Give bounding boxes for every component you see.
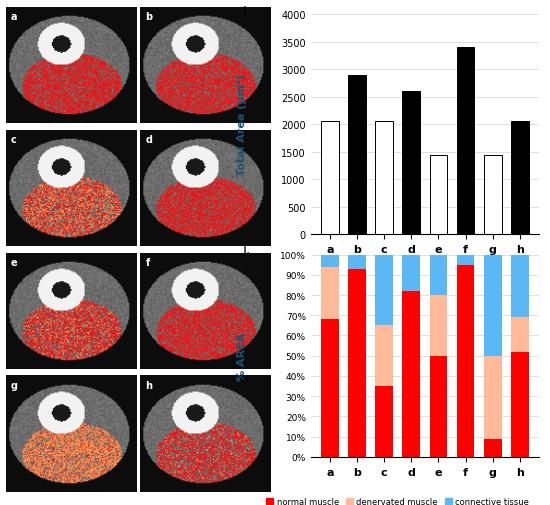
Text: b: b <box>146 12 152 22</box>
Bar <box>456 255 475 265</box>
Bar <box>403 92 420 235</box>
Bar <box>321 320 339 457</box>
Bar <box>348 76 366 235</box>
Bar <box>511 352 529 457</box>
Bar <box>430 295 447 356</box>
Text: c: c <box>11 135 16 145</box>
Bar <box>375 122 393 235</box>
Bar <box>484 356 502 439</box>
Bar <box>348 255 366 269</box>
Bar <box>430 255 447 295</box>
Bar <box>321 267 339 320</box>
Bar <box>375 255 393 326</box>
Text: h: h <box>146 380 152 390</box>
Text: i.: i. <box>242 7 250 20</box>
Bar <box>484 155 502 235</box>
Bar <box>375 326 393 386</box>
Bar <box>430 155 447 235</box>
Bar <box>375 386 393 457</box>
Bar <box>484 255 502 356</box>
Bar <box>456 265 475 457</box>
Text: g: g <box>11 380 18 390</box>
Bar <box>321 255 339 267</box>
Y-axis label: % AREA: % AREA <box>237 332 247 380</box>
Bar <box>348 269 366 457</box>
Bar <box>511 255 529 318</box>
Bar <box>456 48 475 235</box>
Y-axis label: Total Area (μm²): Total Area (μm²) <box>237 74 247 176</box>
Bar <box>511 318 529 352</box>
Bar <box>430 356 447 457</box>
Bar <box>511 122 529 235</box>
Bar <box>321 122 339 235</box>
Bar <box>484 439 502 457</box>
Text: e: e <box>11 258 18 268</box>
Legend: normal muscle, denervated muscle, connective tissue: normal muscle, denervated muscle, connec… <box>262 493 532 505</box>
Bar <box>403 291 420 457</box>
Text: a: a <box>11 12 17 22</box>
Text: d: d <box>146 135 152 145</box>
Bar <box>403 255 420 291</box>
Text: f: f <box>146 258 150 268</box>
Text: j.: j. <box>242 243 251 257</box>
